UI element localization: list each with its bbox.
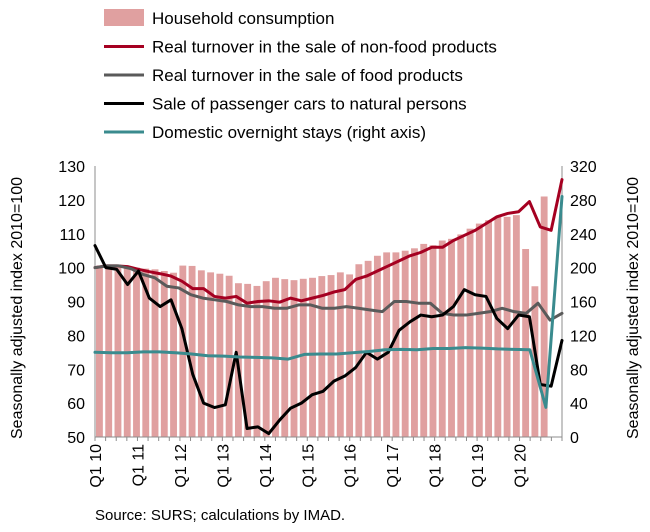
y-right-tick-label: 240	[570, 227, 597, 244]
household-consumption-bar	[188, 265, 196, 437]
x-tick-label: Q1 12	[173, 444, 190, 488]
household-consumption-bar	[364, 260, 372, 437]
household-consumption-bar	[383, 252, 391, 437]
household-consumption-bar	[160, 271, 168, 437]
legend-label: Household consumption	[152, 9, 334, 28]
household-consumption-bar	[429, 245, 437, 437]
legend-label: Real turnover in the sale of non-food pr…	[152, 38, 497, 57]
x-tick-label: Q1 16	[343, 444, 360, 488]
y-axis-right-label: Seasonally adjusted index 2010=100	[625, 177, 642, 439]
household-consumption-bar	[309, 277, 316, 437]
household-consumption-bar	[475, 223, 483, 437]
x-tick-label: Q1 20	[513, 444, 530, 488]
axes	[94, 166, 563, 441]
x-tick-label: Q1 10	[88, 444, 105, 488]
y-axis-left-label: Seasonally adjusted index 2010=100	[9, 177, 26, 439]
legend-label: Domestic overnight stays (right axis)	[152, 123, 426, 142]
household-consumption-bar	[318, 276, 326, 437]
y-left-tick-label: 100	[58, 261, 85, 278]
household-consumption-bars	[96, 196, 548, 438]
y-right-tick-label: 80	[570, 362, 588, 379]
household-consumption-bar	[448, 238, 455, 437]
y-right-tick-label: 280	[570, 193, 597, 210]
household-consumption-bar	[373, 255, 381, 437]
household-consumption-bar	[244, 283, 252, 437]
household-consumption-bar	[438, 240, 446, 437]
household-consumption-bar	[531, 286, 539, 437]
y-right-tick-label: 40	[570, 396, 588, 413]
household-consumption-bar	[466, 228, 474, 437]
household-consumption-bar	[411, 248, 418, 437]
y-right-tick-label: 160	[570, 295, 597, 312]
series-line-real-turnover-in-the-sale-of-non-food-products	[93, 178, 564, 305]
household-consumption-bar	[522, 248, 530, 437]
household-consumption-bar	[512, 215, 520, 437]
x-tick-label: Q1 15	[300, 444, 317, 488]
y-right-tick-label: 200	[570, 261, 597, 278]
household-consumption-bar	[485, 220, 492, 437]
series-line-sale-of-passenger-cars-to-natural-persons	[93, 244, 564, 436]
household-consumption-bar	[299, 278, 307, 437]
y-left-tick-label: 120	[58, 193, 85, 210]
x-tick-label: Q1 11	[130, 444, 147, 487]
legend-label: Real turnover in the sale of food produc…	[152, 66, 463, 85]
household-consumption-bar	[540, 196, 548, 437]
source-note: Source: SURS; calculations by IMAD.	[95, 507, 346, 524]
x-tick-label: Q1 18	[428, 444, 445, 488]
y-left-tick-label: 110	[59, 227, 85, 244]
tick-labels: 50 60 70 80 90 100 110 120 130 0 40 80 120 160 200 240 2…	[58, 159, 597, 488]
y-right-tick-label: 0	[570, 430, 579, 447]
y-right-tick-label: 320	[570, 159, 597, 176]
household-consumption-bar	[420, 243, 428, 437]
series-line-real-turnover-in-the-sale-of-food-products	[93, 264, 564, 322]
household-consumption-bar	[253, 285, 261, 437]
household-consumption-bar	[327, 275, 335, 437]
x-tick-label: Q1 14	[258, 444, 275, 488]
household-consumption-bar	[392, 252, 400, 437]
legend-label: Sale of passenger cars to natural person…	[152, 95, 467, 114]
household-consumption-bar	[179, 265, 187, 437]
household-consumption-bar	[457, 234, 465, 437]
series-line-domestic-overnight-stays-right-axis	[93, 194, 564, 409]
x-tick-label: Q1 19	[470, 444, 487, 488]
series-lines	[93, 178, 564, 436]
x-tick-label: Q1 13	[215, 444, 232, 488]
household-consumption-bar	[494, 216, 502, 437]
y-left-tick-label: 50	[67, 430, 85, 447]
y-left-tick-label: 70	[67, 362, 85, 379]
legend-swatch	[104, 9, 144, 26]
household-consumption-bar	[355, 264, 363, 437]
y-right-tick-label: 120	[570, 328, 597, 345]
household-consumption-bar	[170, 272, 177, 437]
legend: Household consumption Real turnover in th…	[104, 9, 497, 142]
y-left-tick-label: 130	[58, 159, 85, 176]
household-consumption-bar	[401, 250, 409, 437]
x-tick-label: Q1 17	[385, 444, 402, 488]
household-consumption-bar	[346, 274, 354, 437]
y-left-tick-label: 90	[67, 295, 85, 312]
y-left-tick-label: 60	[67, 396, 85, 413]
y-left-tick-label: 80	[67, 328, 85, 345]
